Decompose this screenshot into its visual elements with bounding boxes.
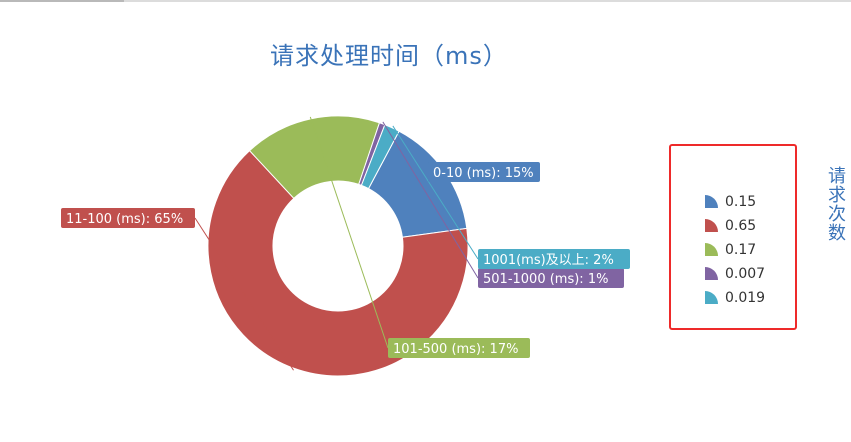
slice-label-0: 0-10 (ms): 15% [428,162,540,182]
slice-label-text-0: 0-10 (ms): 15% [433,166,534,181]
leader-line-2 [309,116,389,349]
leader-line-3 [382,121,479,279]
legend-pie-icon [705,291,718,304]
legend-item-4[interactable]: 0.019 [703,286,765,310]
slice-label-text-3: 501-1000 (ms): 1% [483,272,608,287]
legend-pie-icon [705,243,718,256]
legend-pie-icon [705,267,718,280]
slice-label-bg-2 [388,338,530,358]
top-rule [0,0,851,2]
slice-label-text-4: 1001(ms)及以上: 2% [483,253,614,268]
legend-box: 0.15 0.65 0.17 0.007 0.019 [669,144,797,330]
slice-label-bg-4 [478,249,630,269]
donut-slice-4[interactable] [360,124,400,190]
legend-pie-icon [705,195,718,208]
leader-line-1 [194,217,294,371]
label-leader-lines [194,116,479,371]
slice-label-1: 11-100 (ms): 65% [61,208,195,228]
leader-line-4 [392,125,479,260]
legend-item-label: 0.65 [725,218,757,234]
legend-item-label: 0.007 [725,266,766,282]
slice-label-2: 101-500 (ms): 17% [388,338,530,358]
legend-pie-icon [705,219,718,232]
chart-title: 请求处理时间（ms） [270,42,508,70]
legend-item-label: 0.17 [725,242,757,258]
legend-item-label: 0.15 [725,194,757,210]
slice-label-bg-0 [428,162,540,182]
donut-slices [207,115,469,377]
legend-item-0[interactable]: 0.15 [703,190,765,214]
slice-labels: 0-10 (ms): 15% 11-100 (ms): 65% 101-500 (m… [61,162,630,358]
legend-item-label: 0.019 [725,290,766,306]
slice-label-text-2: 101-500 (ms): 17% [393,342,518,357]
legend-item-3[interactable]: 0.007 [703,262,765,286]
legend-title: 请求次数 [825,166,846,242]
slice-label-3: 501-1000 (ms): 1% [478,268,624,288]
legend-item-2[interactable]: 0.17 [703,238,765,262]
slice-label-bg-1 [61,208,195,228]
legend-list: 0.15 0.65 0.17 0.007 0.019 [703,190,765,310]
slice-label-4: 1001(ms)及以上: 2% [478,249,630,269]
slice-label-bg-3 [478,268,624,288]
top-rule-tab [0,0,124,2]
legend-item-1[interactable]: 0.65 [703,214,765,238]
slice-label-text-1: 11-100 (ms): 65% [66,212,183,227]
